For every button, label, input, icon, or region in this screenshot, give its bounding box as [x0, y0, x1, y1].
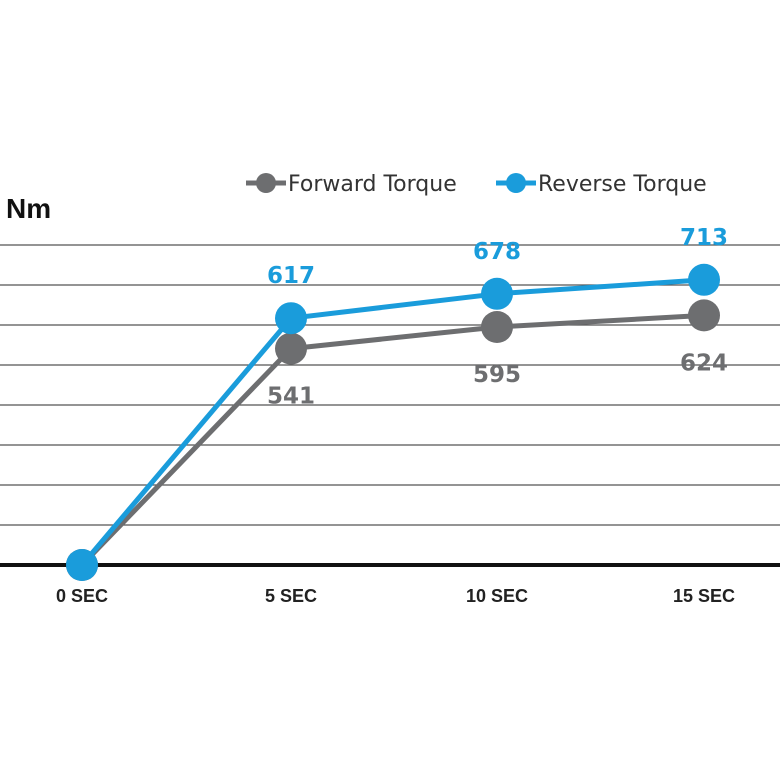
- data-label: 624: [680, 350, 728, 376]
- data-point: [688, 299, 720, 332]
- legend: Forward Torque Reverse Torque: [246, 172, 707, 197]
- legend-swatch-marker: [256, 173, 276, 193]
- gridlines: [0, 244, 780, 526]
- x-tick-label: 15 SEC: [673, 586, 735, 606]
- x-tick-label: 10 SEC: [466, 586, 528, 606]
- data-point: [66, 549, 98, 581]
- x-tick-label: 5 SEC: [265, 586, 317, 606]
- series-line: [80, 312, 705, 567]
- legend-swatch-marker: [506, 173, 526, 193]
- data-label: 595: [473, 362, 521, 388]
- legend-entry: Reverse Torque: [496, 172, 707, 197]
- data-point: [275, 302, 307, 335]
- series-lines: [66, 263, 720, 581]
- data-point: [481, 277, 513, 310]
- legend-label: Forward Torque: [288, 172, 457, 197]
- data-point: [481, 311, 513, 343]
- data-label: 713: [680, 225, 728, 251]
- data-point: [275, 332, 307, 365]
- x-tick-label: 0 SEC: [56, 586, 108, 606]
- data-label: 541: [267, 384, 315, 410]
- legend-entry: Forward Torque: [246, 172, 457, 197]
- series-line: [80, 277, 705, 567]
- x-axis-ticks: 0 SEC 5 SEC 10 SEC 15 SEC: [56, 586, 735, 606]
- y-axis-label: Nm: [6, 193, 51, 224]
- data-label: 617: [267, 263, 315, 289]
- data-labels: 541 595 624 617 678 713: [267, 225, 728, 410]
- data-point: [688, 263, 720, 296]
- legend-label: Reverse Torque: [538, 172, 707, 197]
- data-label: 678: [473, 239, 521, 265]
